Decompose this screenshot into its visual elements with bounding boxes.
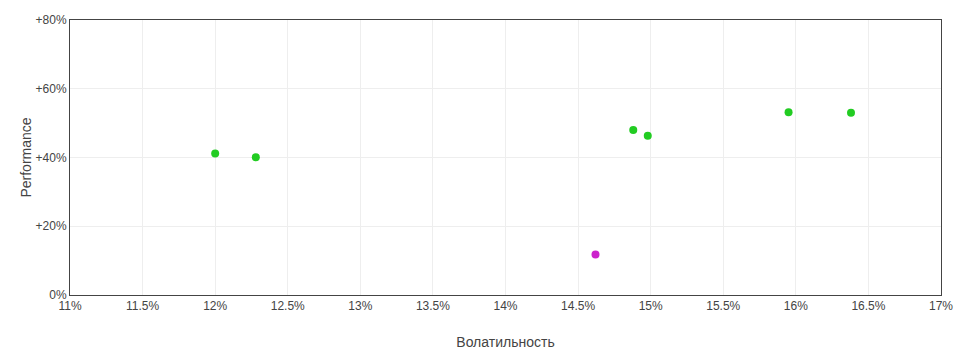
- svg-text:+60%: +60%: [36, 82, 67, 96]
- svg-text:16.5%: 16.5%: [851, 299, 885, 313]
- svg-text:+20%: +20%: [36, 219, 67, 233]
- svg-text:14.5%: 14.5%: [561, 299, 595, 313]
- svg-text:Волатильность: Волатильность: [456, 334, 554, 350]
- svg-text:13.5%: 13.5%: [416, 299, 450, 313]
- svg-text:15%: 15%: [639, 299, 663, 313]
- svg-text:13%: 13%: [348, 299, 372, 313]
- svg-text:+40%: +40%: [36, 151, 67, 165]
- svg-text:11%: 11%: [58, 299, 81, 313]
- svg-text:12%: 12%: [203, 299, 227, 313]
- svg-text:Performance: Performance: [18, 117, 34, 197]
- svg-text:+80%: +80%: [36, 13, 67, 27]
- svg-text:15.5%: 15.5%: [706, 299, 740, 313]
- svg-text:16%: 16%: [784, 299, 808, 313]
- svg-text:14%: 14%: [493, 299, 517, 313]
- svg-text:0%: 0%: [49, 288, 67, 302]
- svg-text:12.5%: 12.5%: [271, 299, 305, 313]
- svg-text:17%: 17%: [929, 299, 953, 313]
- svg-text:11.5%: 11.5%: [126, 299, 159, 313]
